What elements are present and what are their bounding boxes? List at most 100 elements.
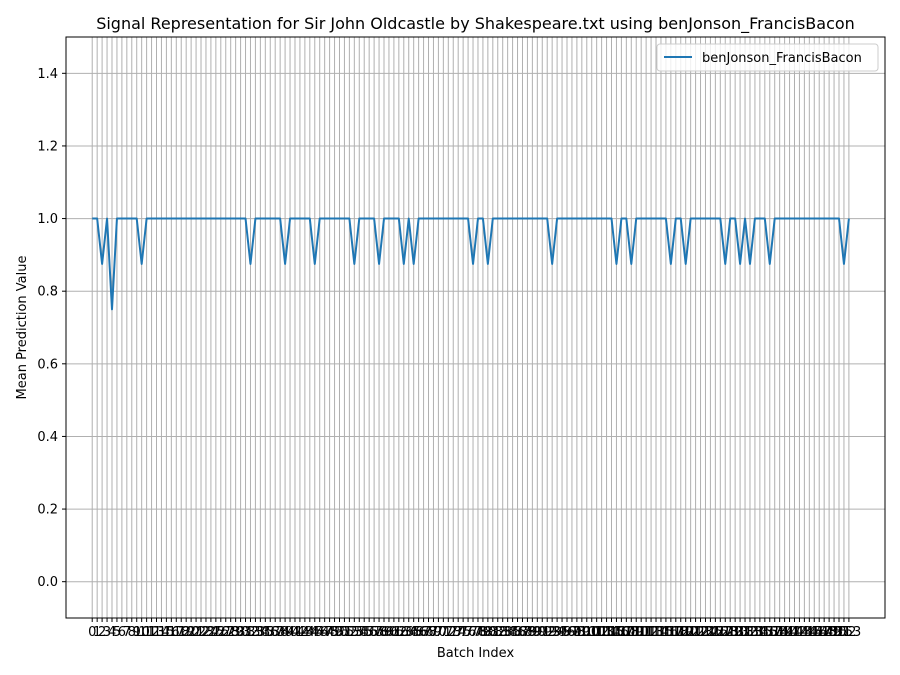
x-tick-label: 41 xyxy=(287,625,304,640)
legend-label: benJonson_FrancisBacon xyxy=(702,51,862,66)
x-tick-label: 88 xyxy=(519,625,536,640)
x-tick-label: 62 xyxy=(391,625,408,640)
x-tick-label: 130 xyxy=(723,625,748,640)
x-tick-label: 55 xyxy=(356,625,373,640)
x-tick-label: 13 xyxy=(148,625,165,640)
x-tick-label: 150 xyxy=(822,625,847,640)
x-tick-label: 134 xyxy=(743,625,768,640)
x-tick-label: 32 xyxy=(242,625,259,640)
x-tick-label: 141 xyxy=(777,625,802,640)
x-tick-label: 15 xyxy=(158,625,175,640)
x-tick-label: 104 xyxy=(594,625,619,640)
x-tick-label: 53 xyxy=(346,625,363,640)
x-tick-label: 81 xyxy=(485,625,502,640)
x-tick-label: 129 xyxy=(718,625,743,640)
x-tick-label: 27 xyxy=(217,625,234,640)
x-tick-label: 34 xyxy=(252,625,269,640)
x-tick-label: 31 xyxy=(237,625,254,640)
x-tick-label: 11 xyxy=(138,625,155,640)
x-tick-label: 126 xyxy=(703,625,728,640)
x-tick-label: 136 xyxy=(752,625,777,640)
x-tick-label: 80 xyxy=(480,625,497,640)
x-tick-label: 57 xyxy=(366,625,383,640)
x-tick-label: 42 xyxy=(292,625,309,640)
x-tick-label: 63 xyxy=(396,625,413,640)
x-tick-label: 112 xyxy=(634,625,659,640)
x-tick-label: 66 xyxy=(410,625,427,640)
x-tick-label: 128 xyxy=(713,625,738,640)
x-tick-label: 69 xyxy=(425,625,442,640)
y-tick-label: 0.8 xyxy=(37,285,58,300)
x-tick-label: 7 xyxy=(123,625,131,640)
x-tick-label: 61 xyxy=(386,625,403,640)
x-tick-label: 137 xyxy=(757,625,782,640)
x-tick-label: 39 xyxy=(277,625,294,640)
x-tick-label: 149 xyxy=(817,625,842,640)
x-tick-label: 127 xyxy=(708,625,733,640)
x-tick-label: 139 xyxy=(767,625,792,640)
grid-lines xyxy=(66,37,885,618)
x-tick-label: 117 xyxy=(658,625,683,640)
x-tick-label: 1 xyxy=(93,625,101,640)
x-tick-label: 108 xyxy=(614,625,639,640)
x-tick-label: 58 xyxy=(371,625,388,640)
x-tick-label: 151 xyxy=(827,625,852,640)
x-tick-label: 91 xyxy=(534,625,551,640)
series-line-benJonson_FrancisBacon xyxy=(92,217,850,311)
x-tick-label: 38 xyxy=(272,625,289,640)
x-tick-label: 140 xyxy=(772,625,797,640)
x-tick-label: 10 xyxy=(133,625,150,640)
x-tick-label: 145 xyxy=(797,625,822,640)
x-tick-label: 43 xyxy=(297,625,314,640)
x-tick-label: 113 xyxy=(639,625,664,640)
x-tick-label: 77 xyxy=(465,625,482,640)
x-tick-label: 59 xyxy=(376,625,393,640)
x-tick-label: 148 xyxy=(812,625,837,640)
x-tick-label: 86 xyxy=(509,625,526,640)
x-tick-label: 33 xyxy=(247,625,264,640)
x-tick-label: 116 xyxy=(653,625,678,640)
y-tick-label: 0.6 xyxy=(37,357,58,372)
x-tick-label: 87 xyxy=(514,625,531,640)
x-tick-label: 98 xyxy=(569,625,586,640)
x-tick-label: 68 xyxy=(420,625,437,640)
x-tick-label: 90 xyxy=(529,625,546,640)
x-tick-label: 143 xyxy=(787,625,812,640)
x-tick-label: 46 xyxy=(311,625,328,640)
y-tick-label: 0.4 xyxy=(37,430,58,445)
x-tick-label: 107 xyxy=(609,625,634,640)
x-tick-label: 124 xyxy=(693,625,718,640)
y-tick-label: 1.4 xyxy=(37,67,58,82)
y-axis-label: Mean Prediction Value xyxy=(15,256,30,400)
x-tick-label: 74 xyxy=(450,625,467,640)
x-tick-label: 120 xyxy=(673,625,698,640)
x-tick-label: 0 xyxy=(88,625,96,640)
x-tick-label: 17 xyxy=(168,625,185,640)
x-tick-label: 21 xyxy=(188,625,205,640)
series-layer xyxy=(92,217,850,311)
x-axis-ticks: 0123456789101112131415161718192021222324… xyxy=(88,618,861,640)
x-tick-label: 146 xyxy=(802,625,827,640)
y-tick-label: 0.0 xyxy=(37,575,58,590)
x-tick-label: 51 xyxy=(336,625,353,640)
x-tick-label: 95 xyxy=(554,625,571,640)
x-tick-label: 122 xyxy=(683,625,708,640)
x-tick-label: 56 xyxy=(361,625,378,640)
x-tick-label: 24 xyxy=(203,625,220,640)
x-tick-label: 103 xyxy=(589,625,614,640)
x-tick-label: 109 xyxy=(619,625,644,640)
x-tick-label: 111 xyxy=(629,625,654,640)
x-tick-label: 147 xyxy=(807,625,832,640)
x-tick-label: 50 xyxy=(331,625,348,640)
x-tick-label: 19 xyxy=(178,625,195,640)
x-tick-label: 89 xyxy=(524,625,541,640)
x-tick-label: 8 xyxy=(128,625,136,640)
x-tick-label: 119 xyxy=(668,625,693,640)
x-tick-label: 97 xyxy=(564,625,581,640)
x-tick-label: 84 xyxy=(499,625,516,640)
x-tick-label: 125 xyxy=(698,625,723,640)
x-tick-label: 83 xyxy=(494,625,511,640)
x-tick-label: 115 xyxy=(649,625,674,640)
x-tick-label: 153 xyxy=(836,625,861,640)
x-tick-label: 102 xyxy=(584,625,609,640)
